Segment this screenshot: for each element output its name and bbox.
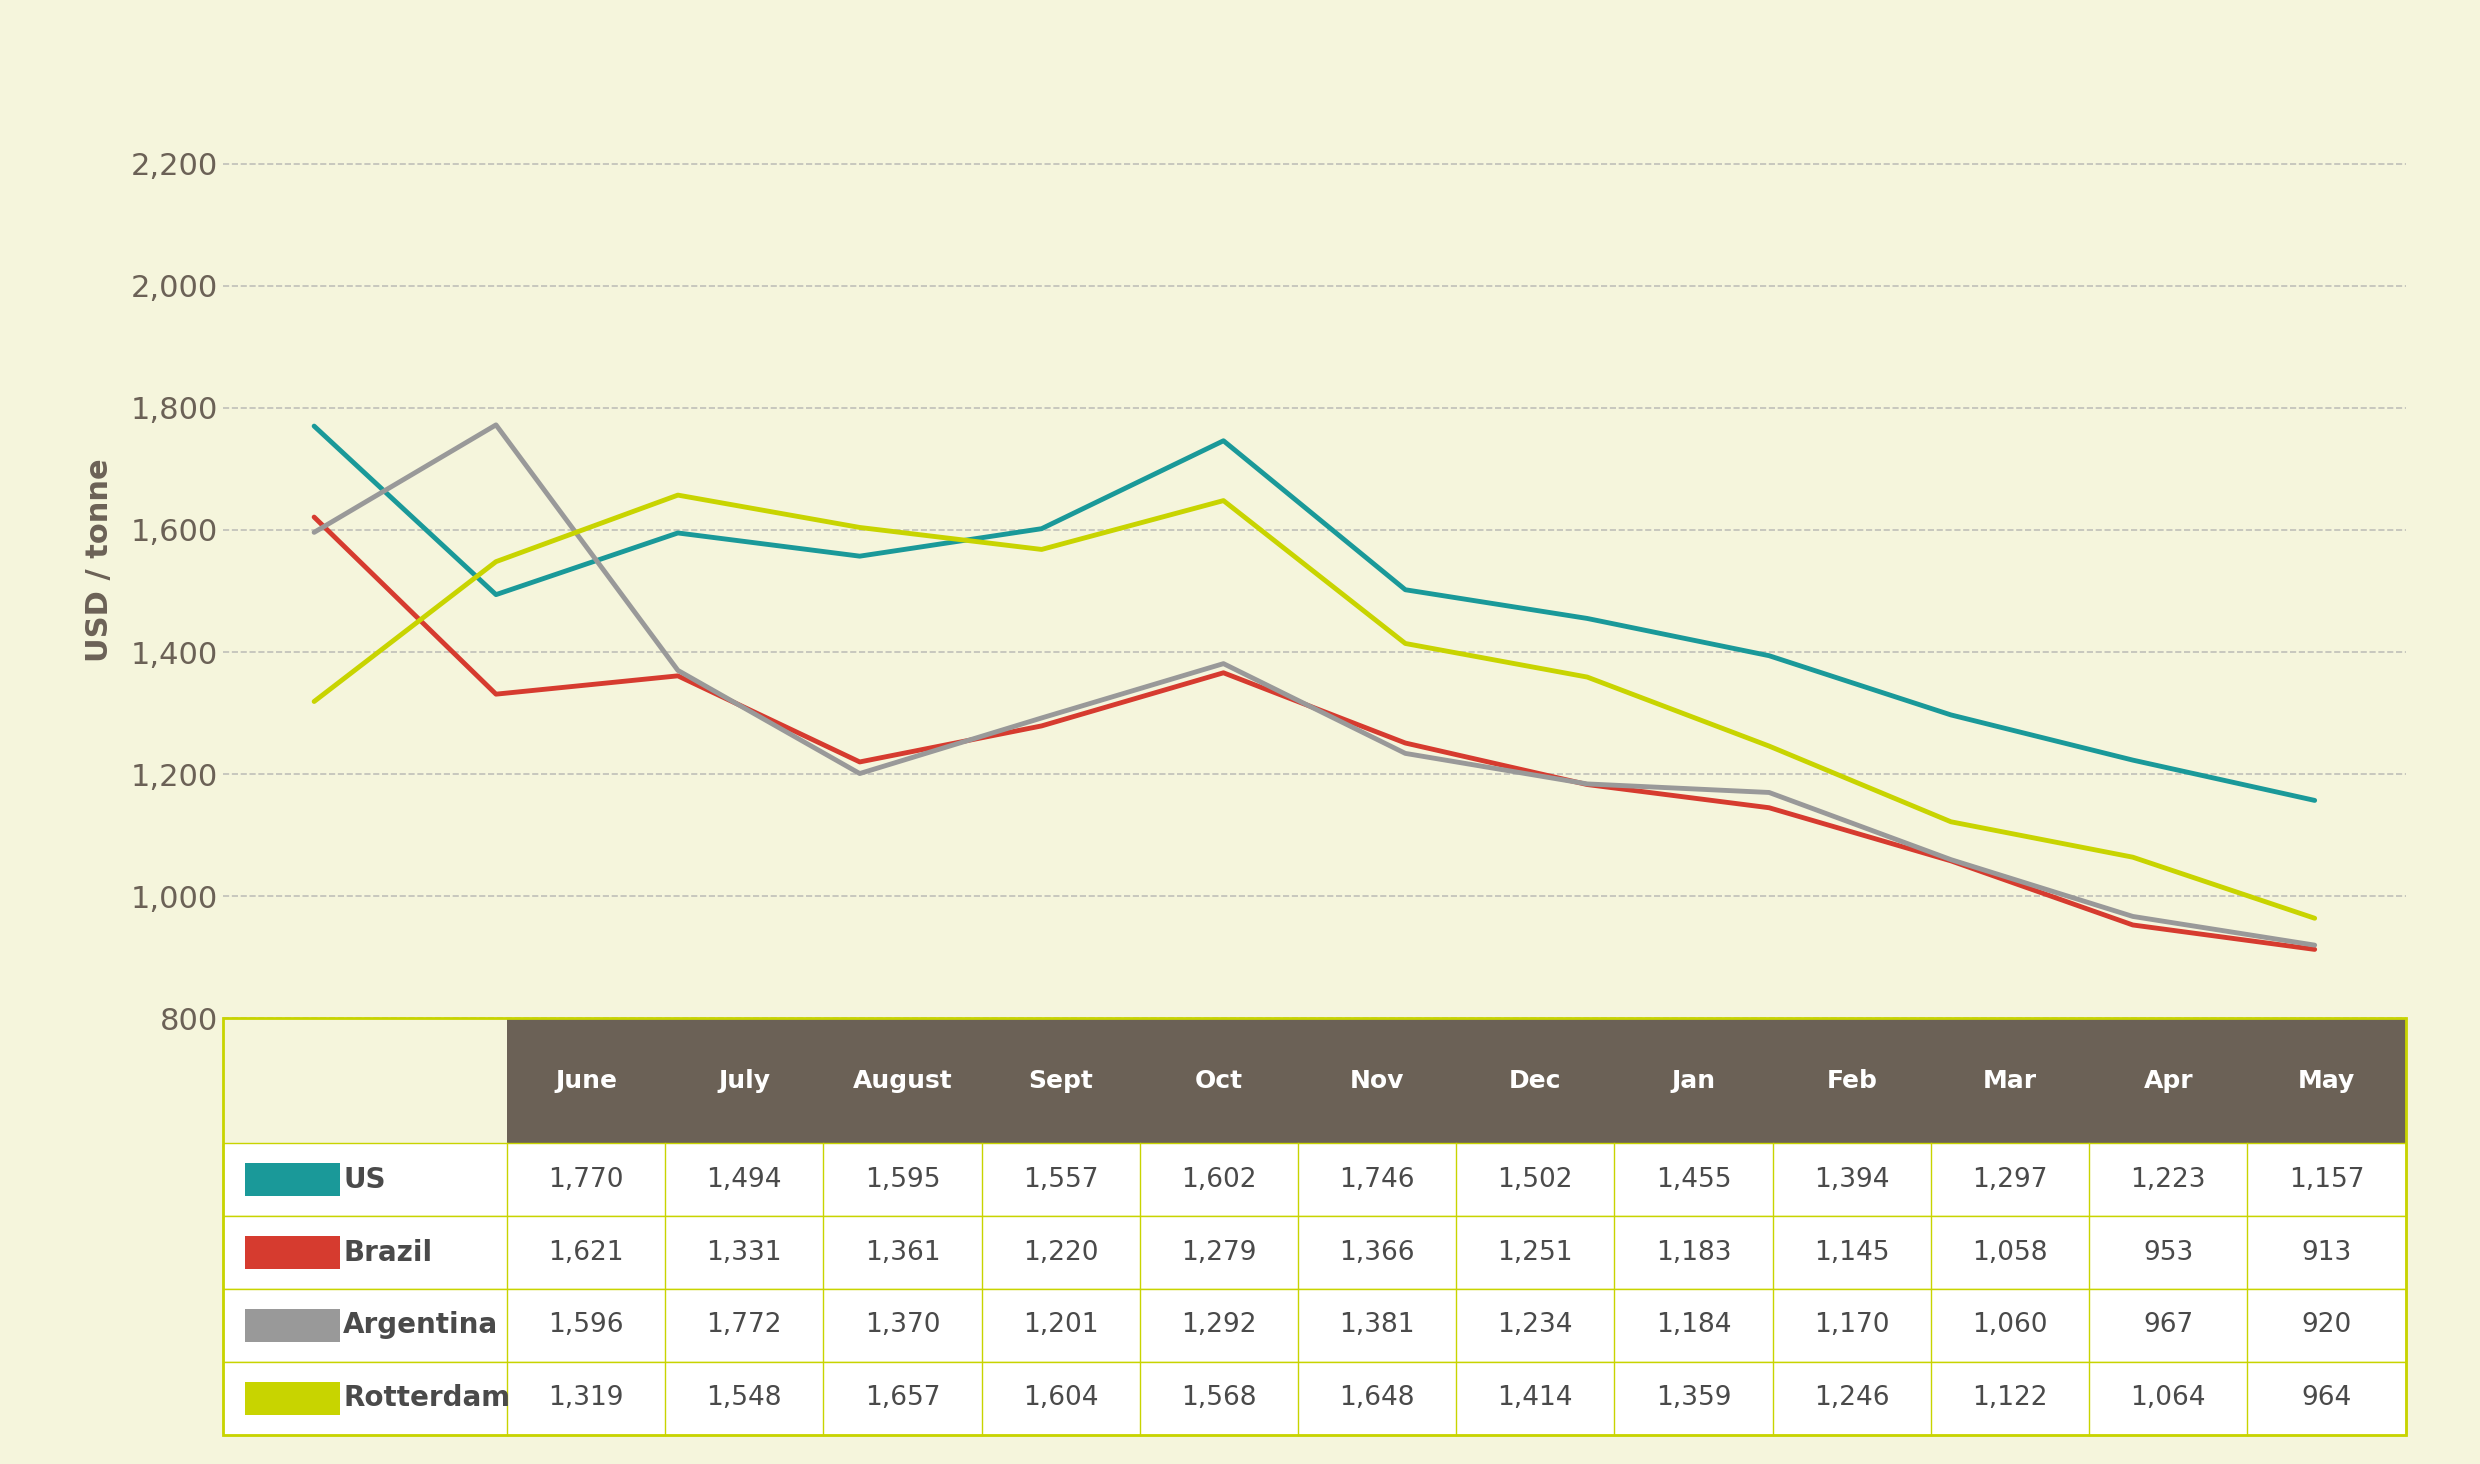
Bar xyxy=(246,1382,340,1414)
Bar xyxy=(1773,1019,1932,1143)
Text: 1,279: 1,279 xyxy=(1180,1240,1257,1265)
Bar xyxy=(1456,1019,1614,1143)
Text: 1,494: 1,494 xyxy=(707,1167,781,1193)
Text: 1,394: 1,394 xyxy=(1813,1167,1890,1193)
Text: US: US xyxy=(342,1165,387,1193)
Text: 1,381: 1,381 xyxy=(1339,1312,1416,1338)
Text: May: May xyxy=(2299,1069,2356,1092)
Text: 1,595: 1,595 xyxy=(866,1167,940,1193)
Bar xyxy=(246,1164,340,1196)
Text: August: August xyxy=(853,1069,952,1092)
Text: 1,772: 1,772 xyxy=(707,1312,781,1338)
Text: Nov: Nov xyxy=(1349,1069,1404,1092)
Bar xyxy=(1141,1019,1297,1143)
Text: 1,596: 1,596 xyxy=(548,1312,625,1338)
Text: July: July xyxy=(719,1069,771,1092)
Text: 1,201: 1,201 xyxy=(1022,1312,1099,1338)
Text: 1,602: 1,602 xyxy=(1180,1167,1257,1193)
Text: 1,770: 1,770 xyxy=(548,1167,625,1193)
Text: 1,220: 1,220 xyxy=(1022,1240,1099,1265)
Text: Dec: Dec xyxy=(1510,1069,1562,1092)
Bar xyxy=(1297,1019,1456,1143)
Bar xyxy=(982,1019,1141,1143)
Text: 1,366: 1,366 xyxy=(1339,1240,1416,1265)
Text: 1,297: 1,297 xyxy=(1972,1167,2048,1193)
Text: Apr: Apr xyxy=(2143,1069,2192,1092)
Text: 1,223: 1,223 xyxy=(2130,1167,2207,1193)
Text: 1,359: 1,359 xyxy=(1657,1385,1731,1411)
Bar xyxy=(1614,1019,1773,1143)
Text: 1,370: 1,370 xyxy=(866,1312,940,1338)
Bar xyxy=(246,1236,340,1269)
Bar xyxy=(223,1362,2406,1435)
Text: 1,331: 1,331 xyxy=(707,1240,781,1265)
Text: 1,648: 1,648 xyxy=(1339,1385,1416,1411)
Text: 913: 913 xyxy=(2301,1240,2351,1265)
Text: 1,621: 1,621 xyxy=(548,1240,625,1265)
Text: 1,122: 1,122 xyxy=(1972,1385,2048,1411)
Bar xyxy=(506,1019,665,1143)
Text: Brazil: Brazil xyxy=(342,1239,432,1266)
Text: 1,145: 1,145 xyxy=(1813,1240,1890,1265)
Text: 920: 920 xyxy=(2301,1312,2351,1338)
Bar xyxy=(223,1288,2406,1362)
Bar xyxy=(823,1019,982,1143)
Bar xyxy=(2088,1019,2247,1143)
Text: 1,361: 1,361 xyxy=(866,1240,940,1265)
Text: 1,548: 1,548 xyxy=(707,1385,781,1411)
Text: 1,246: 1,246 xyxy=(1813,1385,1890,1411)
Text: Sept: Sept xyxy=(1029,1069,1094,1092)
Text: Rotterdam: Rotterdam xyxy=(342,1385,511,1413)
Text: 964: 964 xyxy=(2301,1385,2351,1411)
Text: 1,157: 1,157 xyxy=(2289,1167,2363,1193)
Text: 1,234: 1,234 xyxy=(1498,1312,1572,1338)
Bar xyxy=(2247,1019,2406,1143)
Text: 1,557: 1,557 xyxy=(1022,1167,1099,1193)
Text: 1,746: 1,746 xyxy=(1339,1167,1416,1193)
Text: Argentina: Argentina xyxy=(342,1312,498,1340)
Y-axis label: USD / tonne: USD / tonne xyxy=(84,458,114,662)
Text: Mar: Mar xyxy=(1984,1069,2036,1092)
Text: 967: 967 xyxy=(2143,1312,2192,1338)
Bar xyxy=(665,1019,823,1143)
Bar xyxy=(223,1143,2406,1217)
Text: 1,502: 1,502 xyxy=(1498,1167,1572,1193)
Text: Oct: Oct xyxy=(1195,1069,1242,1092)
Bar xyxy=(246,1309,340,1342)
Text: 1,604: 1,604 xyxy=(1022,1385,1099,1411)
Text: 1,292: 1,292 xyxy=(1180,1312,1257,1338)
Text: 1,183: 1,183 xyxy=(1657,1240,1731,1265)
Text: June: June xyxy=(556,1069,618,1092)
Text: 1,170: 1,170 xyxy=(1813,1312,1890,1338)
Text: 1,251: 1,251 xyxy=(1498,1240,1572,1265)
Text: 1,319: 1,319 xyxy=(548,1385,625,1411)
Bar xyxy=(1932,1019,2088,1143)
Text: Feb: Feb xyxy=(1825,1069,1877,1092)
Text: 1,414: 1,414 xyxy=(1498,1385,1572,1411)
Text: 1,657: 1,657 xyxy=(866,1385,940,1411)
Bar xyxy=(223,1217,2406,1288)
Text: 1,568: 1,568 xyxy=(1180,1385,1257,1411)
Text: 1,058: 1,058 xyxy=(1972,1240,2048,1265)
Text: 953: 953 xyxy=(2143,1240,2192,1265)
Text: Jan: Jan xyxy=(1672,1069,1716,1092)
Text: 1,455: 1,455 xyxy=(1657,1167,1731,1193)
Text: 1,064: 1,064 xyxy=(2130,1385,2207,1411)
Text: 1,184: 1,184 xyxy=(1657,1312,1731,1338)
Text: 1,060: 1,060 xyxy=(1972,1312,2048,1338)
